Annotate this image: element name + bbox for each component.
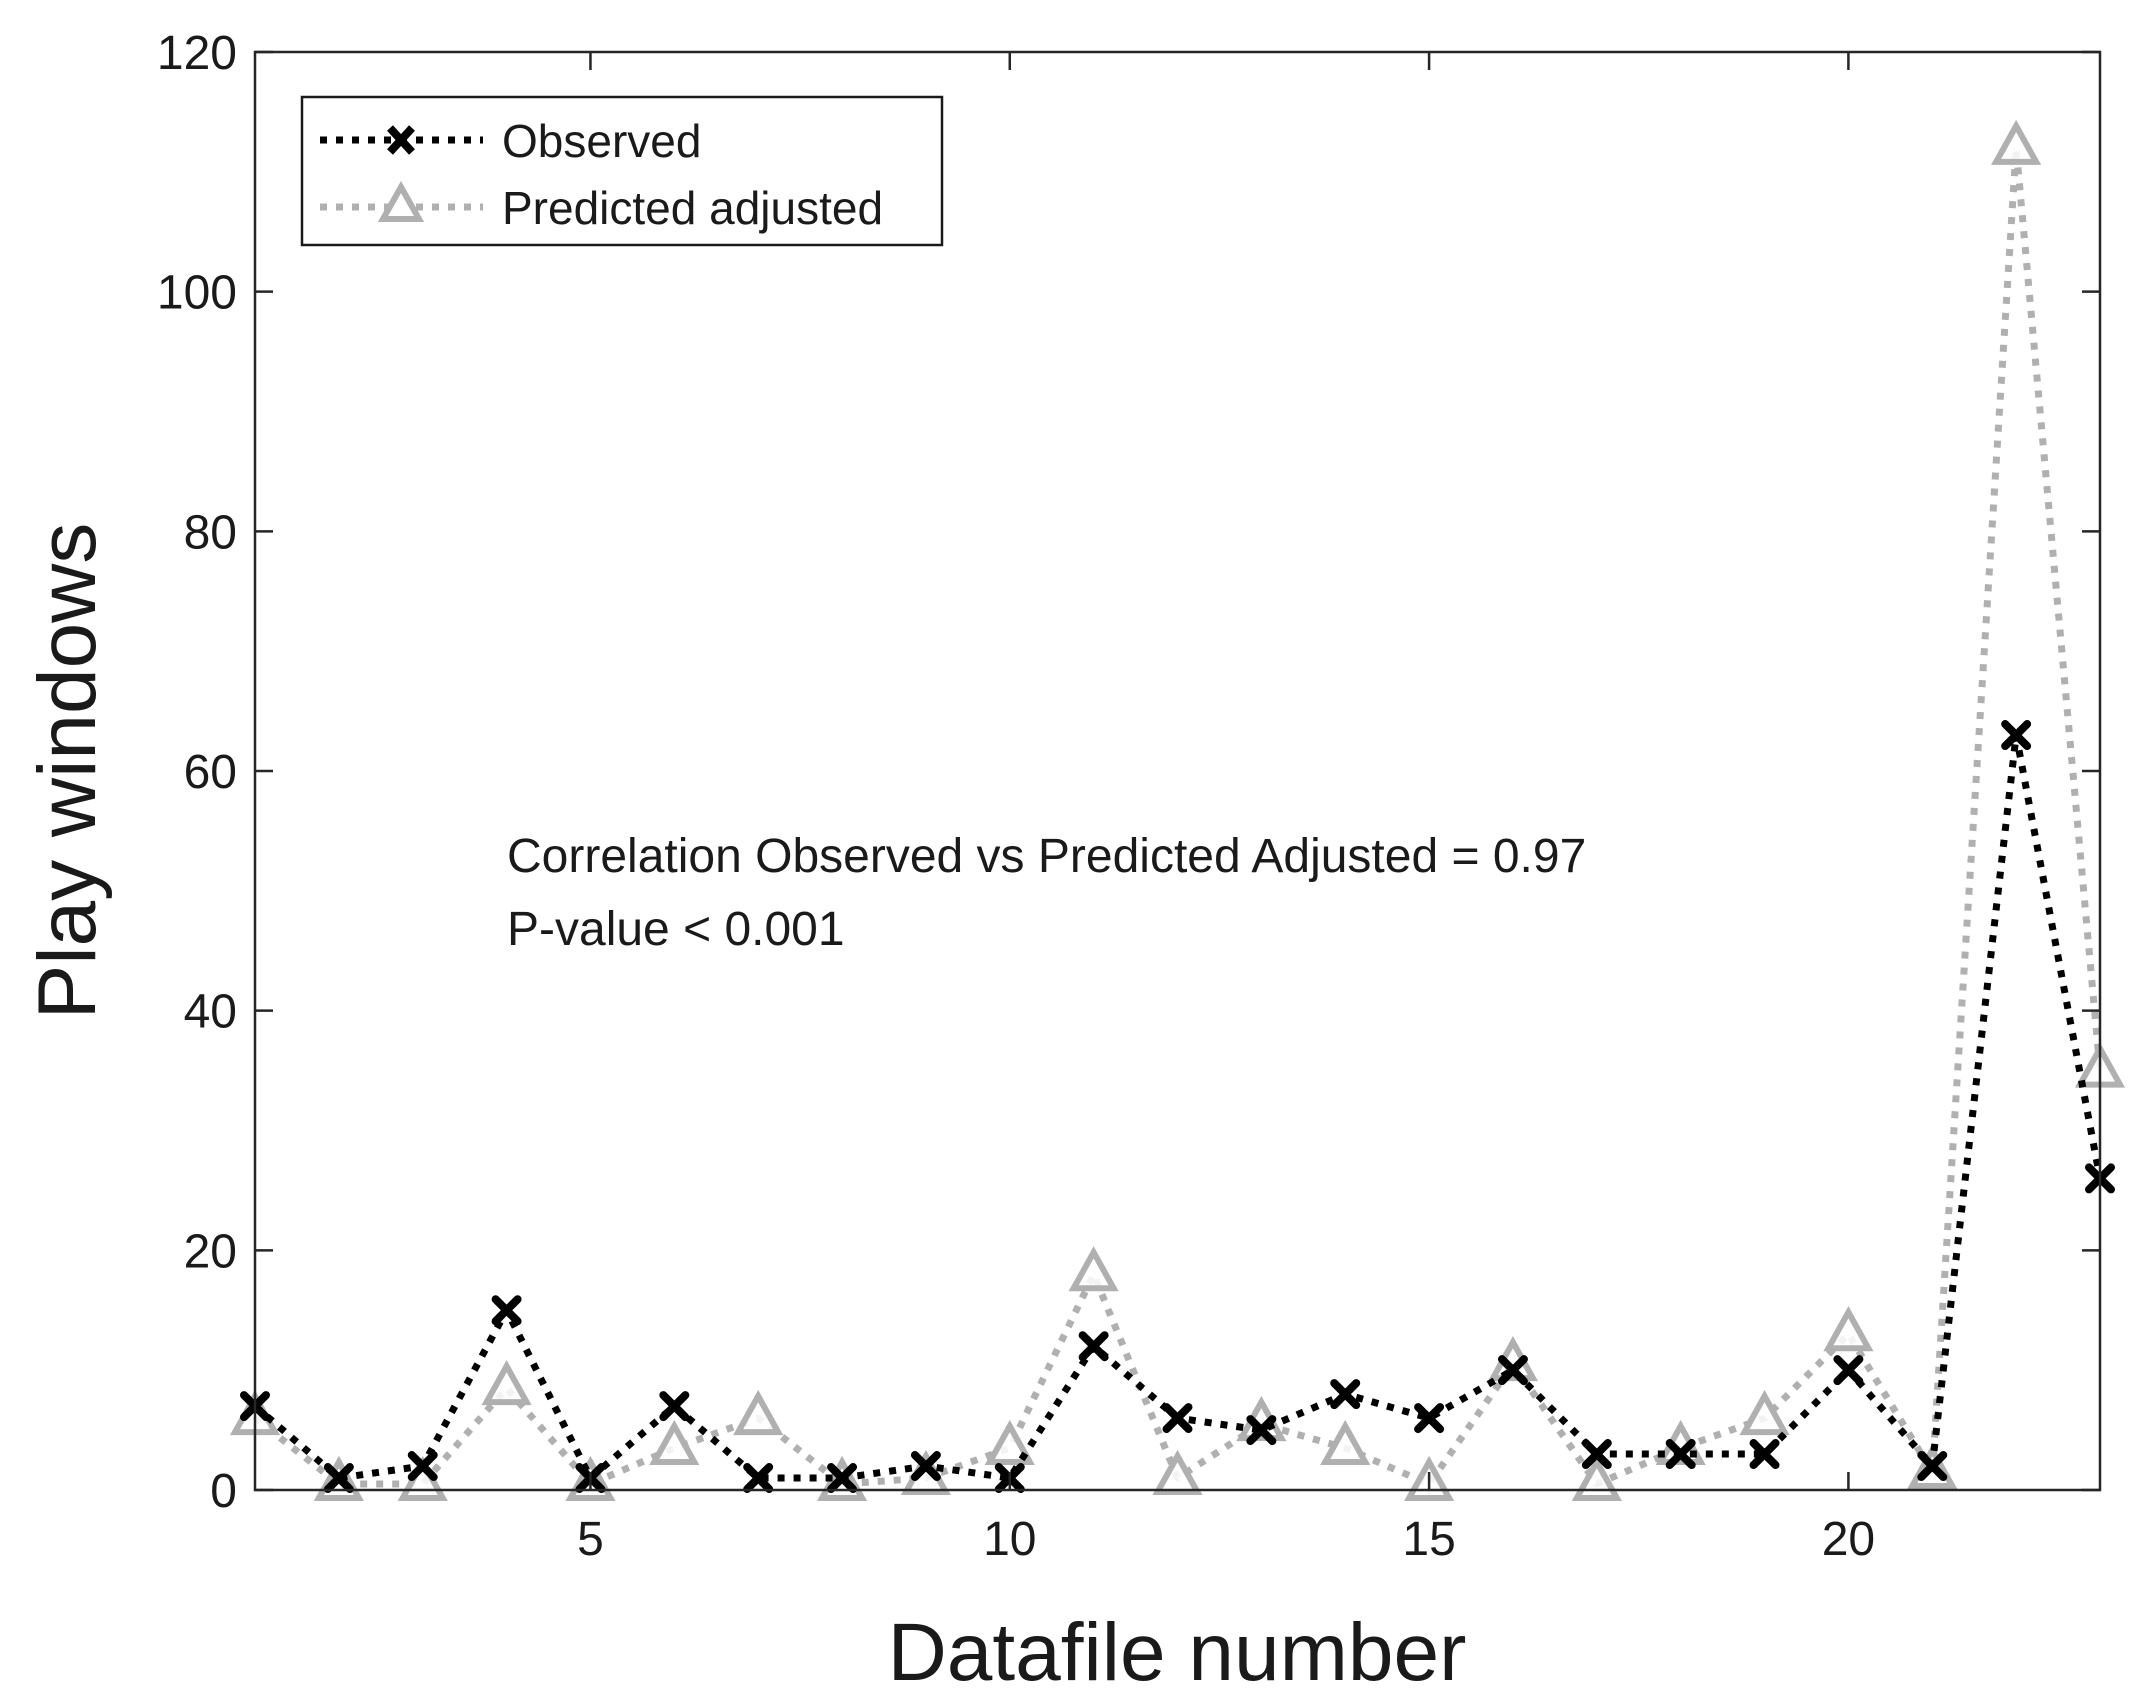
y-tick-label: 100: [157, 267, 237, 320]
x-axis-label: Datafile number: [888, 1607, 1467, 1698]
chart-marks: [229, 119, 2126, 1502]
data-point-observed: [1497, 1355, 1528, 1386]
axis-ticks: [255, 50, 2100, 1492]
x-tick-label: 5: [577, 1513, 604, 1566]
y-axis-label: Play windows: [22, 523, 113, 1020]
data-point-predicted: [1739, 1389, 1790, 1436]
data-point-observed: [323, 1463, 354, 1494]
x-tick-label: 20: [1822, 1513, 1875, 1566]
data-point-predicted: [733, 1389, 784, 1436]
plot-background: [255, 52, 2100, 1490]
data-point-observed: [2001, 720, 2032, 751]
y-tick-label: 60: [184, 746, 237, 799]
data-point-observed: [491, 1295, 522, 1326]
data-point-observed: [1749, 1439, 1780, 1470]
data-point-predicted: [1320, 1419, 1371, 1466]
data-point-observed: [1581, 1439, 1612, 1470]
tick-labels: 5 10 15 20 0 20 40 60 80 100 120: [157, 27, 1875, 1566]
x-tick-label: 15: [1402, 1513, 1455, 1566]
annotation-p-value: P-value < 0.001: [507, 903, 845, 956]
data-point-observed: [1665, 1439, 1696, 1470]
annotation-correlation: Correlation Observed vs Predicted Adjust…: [507, 830, 1586, 883]
data-point-observed: [1078, 1331, 1109, 1362]
legend-label-predicted: Predicted adjusted: [502, 182, 883, 234]
data-point-observed: [1414, 1403, 1445, 1434]
data-point-predicted: [1823, 1306, 1874, 1352]
data-point-observed: [1246, 1415, 1277, 1446]
data-point-observed: [1917, 1451, 1948, 1482]
legend-marker-observed: [387, 125, 415, 155]
data-point-predicted: [1152, 1449, 1203, 1496]
y-tick-label: 120: [157, 27, 237, 80]
y-tick-label: 80: [184, 506, 237, 559]
data-point-predicted: [984, 1419, 1035, 1466]
data-point-predicted: [1991, 119, 2042, 165]
data-point-observed: [910, 1451, 941, 1482]
legend-label-observed: Observed: [502, 115, 701, 167]
data-point-observed: [1162, 1403, 1193, 1434]
data-point-observed: [1330, 1379, 1361, 1410]
series-observed: [240, 720, 2115, 1494]
data-point-predicted: [481, 1359, 532, 1406]
series-predicted-adjusted: [229, 119, 2126, 1502]
x-tick-label: 10: [983, 1513, 1036, 1566]
data-point-observed: [827, 1463, 858, 1494]
y-tick-label: 20: [184, 1225, 237, 1278]
data-point-observed: [659, 1391, 690, 1422]
data-point-observed: [1833, 1355, 1864, 1386]
data-point-predicted: [649, 1419, 700, 1466]
y-tick-label: 0: [210, 1465, 237, 1518]
y-tick-label: 40: [184, 986, 237, 1039]
data-point-observed: [407, 1451, 438, 1482]
legend: Observed Predicted adjusted: [300, 95, 944, 247]
data-point-predicted: [1068, 1246, 1119, 1292]
data-point-observed: [743, 1463, 774, 1494]
legend-marker-predicted: [377, 180, 425, 222]
